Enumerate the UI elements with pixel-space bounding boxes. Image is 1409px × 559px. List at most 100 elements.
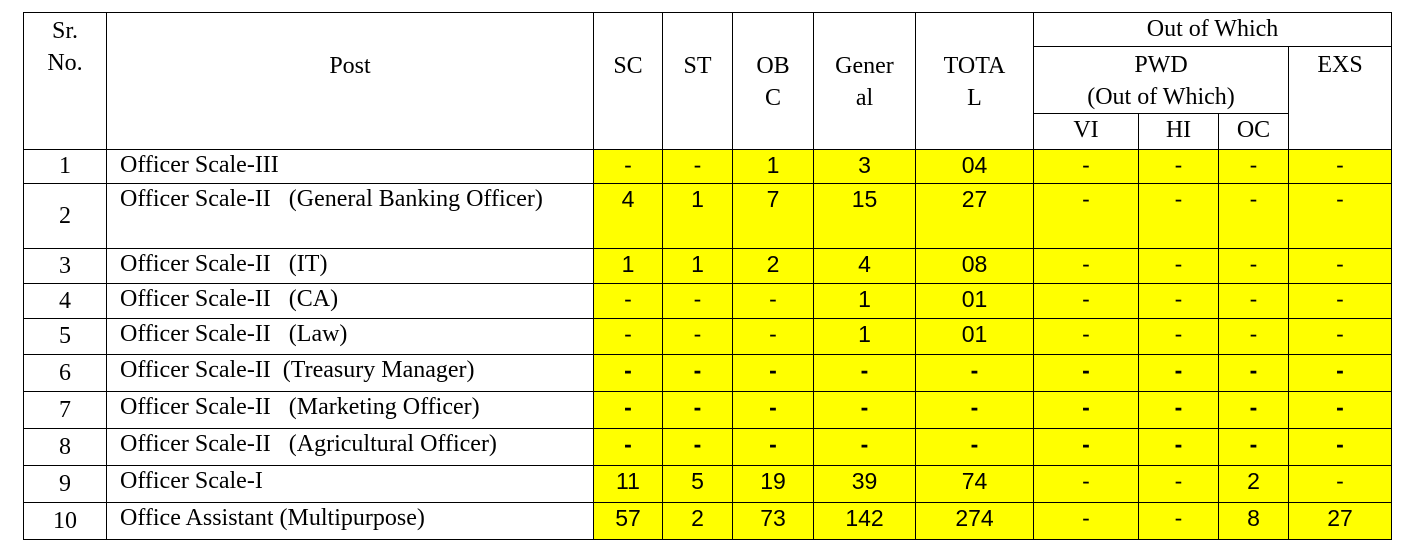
cell-general: - (813, 354, 916, 392)
cell-total: 08 (915, 248, 1034, 284)
header-general-line1: Gener (835, 53, 894, 79)
cell-sc: - (593, 391, 663, 429)
cell-exs: - (1287, 465, 1393, 503)
cell-total: 27 (915, 183, 1034, 249)
cell-exs: - (1287, 428, 1393, 466)
header-sr-no: Sr. No. (23, 12, 107, 150)
cell-obc: 1 (732, 149, 814, 184)
cell-hi: - (1138, 428, 1219, 466)
cell-obc: - (732, 391, 814, 429)
cell-exs: - (1287, 149, 1393, 184)
cell-obc: - (732, 354, 814, 392)
header-pwd-line2: (Out of Which) (1087, 84, 1235, 110)
cell-st: - (662, 391, 733, 429)
table-body: 1 Officer Scale-III - -1 3 04- - - -2 Officer Sca… (23, 149, 1393, 540)
cell-total: - (915, 354, 1034, 392)
cell-sc: 4 (593, 183, 663, 249)
header-st-label: ST (683, 53, 712, 79)
cell-total: - (915, 428, 1034, 466)
cell-general: 39 (813, 465, 916, 503)
header-post: Post (106, 12, 594, 150)
table-row: 6 Officer Scale-II (Treasury Manager) - - - -… (23, 354, 1393, 392)
cell-post: Officer Scale-II (Treasury Manager) (106, 354, 594, 392)
cell-vi: - (1033, 318, 1139, 355)
cell-total: 04 (915, 149, 1034, 184)
header-out-of-which: Out of Which (1032, 12, 1393, 47)
header-total-line2: L (967, 85, 982, 111)
cell-post: Officer Scale-III (106, 149, 594, 184)
cell-hi: - (1138, 465, 1219, 503)
cell-hi: - (1138, 391, 1219, 429)
cell-st: 5 (662, 465, 733, 503)
header-hi-label: HI (1165, 117, 1192, 143)
cell-st: 1 (662, 248, 733, 284)
cell-vi: - (1033, 465, 1139, 503)
cell-general: 1 (813, 318, 916, 355)
cell-post: Officer Scale-II (Law) (106, 318, 594, 355)
cell-oc: - (1218, 149, 1289, 184)
cell-total: - (915, 391, 1034, 429)
cell-total: 74 (915, 465, 1034, 503)
cell-sr-no: 6 (23, 354, 107, 392)
cell-post: Officer Scale-II (Marketing Officer) (106, 391, 594, 429)
cell-sc: - (593, 149, 663, 184)
table-header: Sr. No. Post SC ST OB C Gener al TOTA (23, 12, 1393, 150)
cell-sr-no: 10 (23, 502, 107, 540)
cell-hi: - (1138, 149, 1219, 184)
header-vi: VI (1033, 113, 1139, 150)
cell-exs: - (1287, 391, 1393, 429)
table-row: 7 Officer Scale-II (Marketing Officer) - - -… (23, 391, 1393, 429)
cell-vi: - (1033, 502, 1139, 540)
cell-obc: 2 (732, 248, 814, 284)
cell-st: - (662, 283, 733, 319)
cell-exs: 27 (1287, 502, 1393, 540)
header-exs-label: EXS (1317, 52, 1363, 78)
header-st: ST (662, 12, 733, 150)
cell-sr-no: 7 (23, 391, 107, 429)
cell-sr-no: 9 (23, 465, 107, 503)
table-row: 8 Officer Scale-II (Agricultural Officer)… (23, 428, 1393, 466)
cell-hi: - (1138, 283, 1219, 319)
cell-general: - (813, 391, 916, 429)
cell-general: 15 (813, 183, 916, 249)
cell-st: - (662, 354, 733, 392)
header-total: TOTA L (915, 12, 1034, 150)
cell-post: Officer Scale-II (IT) (106, 248, 594, 284)
cell-exs: - (1287, 354, 1393, 392)
cell-st: 1 (662, 183, 733, 249)
cell-sc: - (593, 354, 663, 392)
cell-sc: - (593, 318, 663, 355)
header-exs: EXS (1287, 46, 1393, 150)
cell-vi: - (1033, 248, 1139, 284)
cell-sr-no: 2 (23, 183, 107, 249)
cell-st: - (662, 318, 733, 355)
cell-sc: - (593, 428, 663, 466)
cell-oc: - (1218, 283, 1289, 319)
cell-post: Officer Scale-I (106, 465, 594, 503)
cell-total: 01 (915, 283, 1034, 319)
cell-oc: - (1218, 183, 1289, 249)
cell-total: 01 (915, 318, 1034, 355)
cell-post: Officer Scale-II (Agricultural Officer) (106, 428, 594, 466)
cell-sc: 11 (593, 465, 663, 503)
cell-exs: - (1287, 283, 1393, 319)
cell-oc: - (1218, 248, 1289, 284)
cell-obc: - (732, 283, 814, 319)
header-out-of-which-label: Out of Which (1146, 16, 1279, 42)
header-obc: OB C (732, 12, 814, 150)
cell-hi: - (1138, 183, 1219, 249)
cell-sr-no: 8 (23, 428, 107, 466)
cell-oc: 2 (1218, 465, 1289, 503)
cell-hi: - (1138, 248, 1219, 284)
cell-general: 1 (813, 283, 916, 319)
header-obc-line2: C (764, 85, 781, 111)
header-vi-label: VI (1073, 117, 1099, 143)
cell-st: 2 (662, 502, 733, 540)
table-row: 3 Officer Scale-II (IT) 1 1 2 4 08- - - - (23, 248, 1393, 284)
table-row: 5 Officer Scale-II (Law) - - -1 01- - - - (23, 318, 1393, 355)
header-sr-line1: Sr. (51, 18, 78, 44)
cell-sc: - (593, 283, 663, 319)
table-row: 2 Officer Scale-II (General Banking Offic… (23, 183, 1393, 249)
header-sc-label: SC (613, 53, 643, 79)
cell-st: - (662, 428, 733, 466)
